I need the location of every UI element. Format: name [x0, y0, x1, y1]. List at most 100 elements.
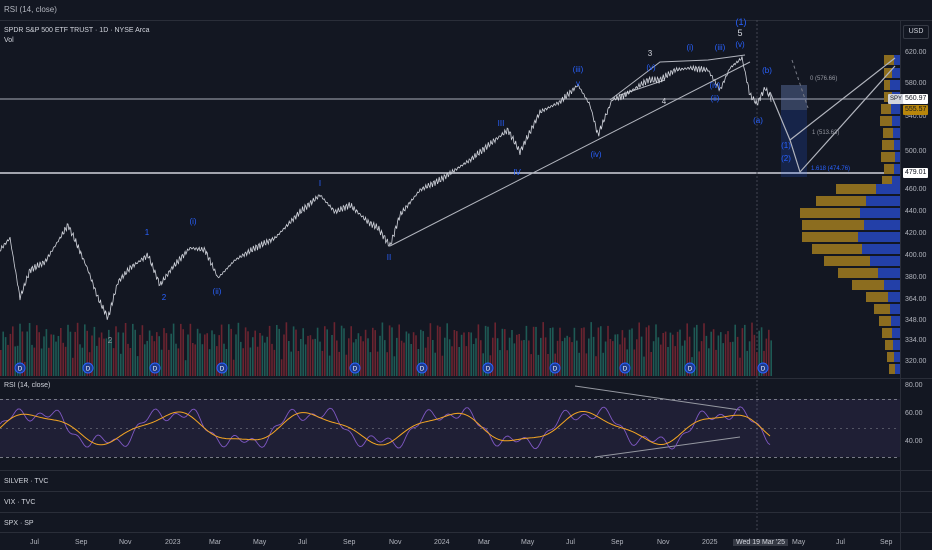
earnings-dividend-icon[interactable] — [349, 362, 361, 374]
wave-label[interactable]: 3 — [648, 49, 653, 58]
rsi-line[interactable] — [0, 406, 771, 450]
price-series[interactable] — [0, 56, 772, 320]
volume-bar — [158, 336, 160, 376]
wave-label[interactable]: (i) — [189, 217, 196, 226]
time-tick: Nov — [119, 539, 132, 546]
projection-dashed[interactable] — [791, 59, 809, 109]
vp-bar-up — [860, 208, 900, 218]
volume-bar — [388, 325, 391, 376]
volume-bar — [664, 331, 667, 376]
currency-button[interactable]: USD — [903, 25, 929, 39]
volume-bar — [535, 326, 537, 376]
projection-box[interactable] — [781, 85, 807, 177]
elliott-wave-labels[interactable]: (1)5(v)(i) (iii)(iv)(ii)3(v)4(iii)vIIIIV(… — [108, 17, 791, 345]
volume-bar — [480, 340, 482, 376]
earnings-dividend-icon[interactable] — [482, 362, 494, 374]
trendline-wedge[interactable] — [609, 54, 746, 101]
volume-bar — [232, 359, 235, 376]
wave-label[interactable]: (v) — [646, 63, 656, 72]
pane-vix[interactable]: VIX · TVC — [0, 491, 932, 513]
volume-bar — [52, 334, 55, 376]
time-tick: Nov — [657, 539, 670, 546]
pane-silver-label[interactable]: SILVER · TVC — [4, 478, 49, 485]
pane-spx[interactable]: SPX · SP — [0, 512, 932, 534]
earnings-dividend-icon[interactable] — [619, 362, 631, 374]
wave-label[interactable]: 4 — [662, 97, 667, 106]
wave-label[interactable]: II — [387, 253, 391, 262]
volume-bar — [283, 334, 285, 376]
fib-label-0: 0 (576.66) — [810, 76, 837, 82]
volume-bar — [348, 338, 350, 376]
rsi-title[interactable]: RSI (14, close) — [4, 382, 51, 389]
symbol-title[interactable]: SPDR S&P 500 ETF TRUST · 1D · NYSE Arca — [4, 27, 150, 34]
earnings-dividend-icon[interactable] — [684, 362, 696, 374]
vp-bar-up — [893, 128, 900, 138]
volume-bar — [592, 336, 595, 376]
volume-bar — [393, 356, 396, 376]
wave-label[interactable]: (2) — [781, 154, 791, 163]
wave-label[interactable]: 1 — [145, 228, 150, 237]
vol-label[interactable]: Vol — [4, 37, 14, 44]
earnings-dividend-icon[interactable] — [549, 362, 561, 374]
pane-vix-label[interactable]: VIX · TVC — [4, 499, 36, 506]
projection-path-lower[interactable] — [789, 65, 896, 174]
rsi-trendline-lower[interactable] — [594, 436, 741, 458]
wave-label[interactable]: (iii) — [715, 43, 726, 52]
wave-label[interactable]: I — [319, 179, 321, 188]
wave-label[interactable]: (ii) — [213, 287, 222, 296]
vp-bar-down — [800, 208, 860, 218]
volume-bar — [67, 324, 69, 376]
pane-silver[interactable]: SILVER · TVC — [0, 470, 932, 492]
volume-bar — [74, 331, 76, 376]
volume-bar — [134, 329, 136, 376]
wave-label[interactable]: 2 — [108, 336, 113, 345]
wave-label[interactable]: (v) — [735, 40, 745, 49]
volume-bar — [446, 323, 448, 376]
projection-box-top[interactable] — [781, 85, 807, 110]
trendline-lower[interactable] — [389, 61, 751, 247]
volume-bar — [405, 331, 408, 376]
wave-label[interactable]: (iv) — [709, 81, 720, 90]
pane-spx-label[interactable]: SPX · SP — [4, 520, 34, 527]
rsi-ma-line[interactable] — [0, 411, 771, 446]
volume-bar — [499, 350, 501, 376]
wave-label[interactable]: (1) — [736, 17, 747, 27]
volume-bar — [547, 354, 549, 376]
wave-label[interactable]: (a) — [753, 116, 763, 125]
volume-bar — [648, 325, 650, 376]
volume-bar — [530, 354, 532, 376]
top-indicator-label[interactable]: RSI (14, close) — [4, 5, 57, 14]
wave-label[interactable]: IV — [513, 168, 521, 177]
earnings-dividend-icon[interactable] — [416, 362, 428, 374]
volume-bar — [722, 343, 724, 376]
volume-bar — [537, 354, 540, 376]
time-tick: Jul — [566, 539, 575, 546]
earnings-dividend-icon[interactable] — [216, 362, 228, 374]
earnings-dividend-icon[interactable] — [82, 362, 94, 374]
wave-label[interactable]: (b) — [762, 66, 772, 75]
wave-label[interactable]: (i) — [686, 43, 693, 52]
wave-label[interactable]: v — [576, 79, 580, 88]
volume-bar — [660, 344, 662, 376]
volume-bar — [736, 336, 739, 376]
rsi-trendline-upper[interactable] — [574, 385, 741, 411]
wave-label[interactable]: (1) — [781, 141, 791, 150]
volume-bar — [710, 331, 712, 376]
wave-label[interactable]: 5 — [737, 28, 742, 38]
volume-bar — [417, 349, 420, 376]
earnings-dividend-icon[interactable] — [149, 362, 161, 374]
earnings-dividend-icon[interactable] — [757, 362, 769, 374]
vp-bar-up — [894, 55, 900, 65]
volume-bar — [739, 357, 741, 376]
wave-label[interactable]: (iv) — [590, 150, 601, 159]
earnings-dividend-icon[interactable] — [14, 362, 26, 374]
volume-bar — [705, 335, 708, 376]
wave-label[interactable]: (ii) — [711, 94, 720, 103]
volume-bar — [655, 324, 657, 376]
volume-bar — [21, 331, 24, 376]
wave-label[interactable]: (iii) — [573, 65, 584, 74]
wave-label[interactable]: III — [498, 119, 505, 128]
wave-label[interactable]: 2 — [162, 293, 167, 302]
